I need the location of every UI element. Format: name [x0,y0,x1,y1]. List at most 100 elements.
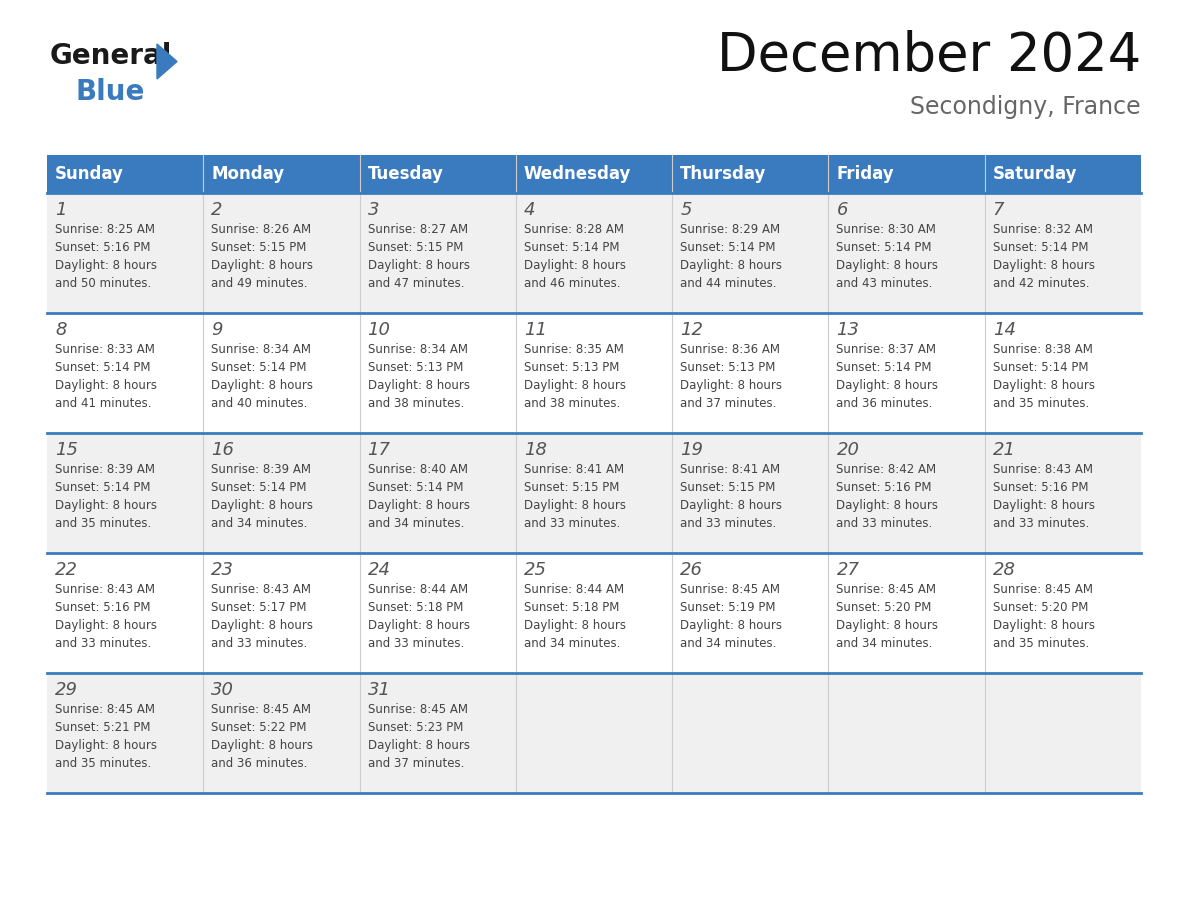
Text: 1: 1 [55,201,67,219]
Text: 25: 25 [524,561,546,579]
Text: 2: 2 [211,201,223,219]
Text: Sunset: 5:22 PM: Sunset: 5:22 PM [211,721,307,734]
Text: Sunrise: 8:28 AM: Sunrise: 8:28 AM [524,223,624,236]
Text: Daylight: 8 hours: Daylight: 8 hours [524,619,626,632]
Text: Daylight: 8 hours: Daylight: 8 hours [211,259,314,272]
Text: 10: 10 [367,321,391,339]
Text: Daylight: 8 hours: Daylight: 8 hours [681,379,782,392]
Text: Sunset: 5:23 PM: Sunset: 5:23 PM [367,721,463,734]
Text: 12: 12 [681,321,703,339]
Text: and 33 minutes.: and 33 minutes. [211,637,308,650]
Text: Sunrise: 8:29 AM: Sunrise: 8:29 AM [681,223,781,236]
Text: Sunrise: 8:45 AM: Sunrise: 8:45 AM [993,583,1093,596]
Text: Sunrise: 8:44 AM: Sunrise: 8:44 AM [524,583,624,596]
Text: Sunset: 5:14 PM: Sunset: 5:14 PM [55,481,151,494]
Text: 27: 27 [836,561,859,579]
Bar [828,155,985,193]
Text: 20: 20 [836,441,859,459]
Text: Daylight: 8 hours: Daylight: 8 hours [55,499,157,512]
Text: Tuesday: Tuesday [367,165,443,183]
Text: Sunrise: 8:39 AM: Sunrise: 8:39 AM [211,463,311,476]
Text: Sunset: 5:14 PM: Sunset: 5:14 PM [836,361,931,374]
Text: General: General [50,42,172,70]
Text: 3: 3 [367,201,379,219]
Text: Sunset: 5:14 PM: Sunset: 5:14 PM [993,241,1088,254]
Text: Secondigny, France: Secondigny, France [910,95,1140,119]
Text: 30: 30 [211,681,234,699]
Text: and 42 minutes.: and 42 minutes. [993,277,1089,290]
Text: Sunrise: 8:44 AM: Sunrise: 8:44 AM [367,583,468,596]
Text: Daylight: 8 hours: Daylight: 8 hours [836,499,939,512]
Text: and 35 minutes.: and 35 minutes. [55,757,151,770]
Text: Daylight: 8 hours: Daylight: 8 hours [836,619,939,632]
Text: Daylight: 8 hours: Daylight: 8 hours [55,739,157,752]
Text: Daylight: 8 hours: Daylight: 8 hours [836,259,939,272]
Text: Sunset: 5:15 PM: Sunset: 5:15 PM [681,481,776,494]
Bar [48,553,1140,673]
Text: and 34 minutes.: and 34 minutes. [524,637,620,650]
Bar [360,155,516,193]
Text: and 33 minutes.: and 33 minutes. [55,637,151,650]
Text: Sunset: 5:19 PM: Sunset: 5:19 PM [681,601,776,614]
Text: Sunrise: 8:43 AM: Sunrise: 8:43 AM [211,583,311,596]
Polygon shape [157,44,177,79]
Text: Sunset: 5:14 PM: Sunset: 5:14 PM [681,241,776,254]
Text: and 37 minutes.: and 37 minutes. [681,397,777,410]
Text: Sunset: 5:16 PM: Sunset: 5:16 PM [55,241,151,254]
Text: Sunrise: 8:41 AM: Sunrise: 8:41 AM [681,463,781,476]
Text: Daylight: 8 hours: Daylight: 8 hours [367,259,469,272]
Text: and 35 minutes.: and 35 minutes. [993,397,1089,410]
Text: Sunrise: 8:27 AM: Sunrise: 8:27 AM [367,223,468,236]
Text: Sunrise: 8:37 AM: Sunrise: 8:37 AM [836,343,936,356]
Text: and 50 minutes.: and 50 minutes. [55,277,151,290]
Text: Sunset: 5:21 PM: Sunset: 5:21 PM [55,721,151,734]
Text: 14: 14 [993,321,1016,339]
Text: Daylight: 8 hours: Daylight: 8 hours [55,259,157,272]
Text: Sunset: 5:15 PM: Sunset: 5:15 PM [367,241,463,254]
Text: and 46 minutes.: and 46 minutes. [524,277,620,290]
Text: Monday: Monday [211,165,284,183]
Text: and 33 minutes.: and 33 minutes. [993,517,1089,530]
Text: Blue: Blue [75,78,145,106]
Text: and 40 minutes.: and 40 minutes. [211,397,308,410]
Text: Daylight: 8 hours: Daylight: 8 hours [681,619,782,632]
Text: 5: 5 [681,201,691,219]
Text: Sunset: 5:13 PM: Sunset: 5:13 PM [367,361,463,374]
Text: Daylight: 8 hours: Daylight: 8 hours [993,259,1094,272]
Text: Sunrise: 8:30 AM: Sunrise: 8:30 AM [836,223,936,236]
Text: 13: 13 [836,321,859,339]
Bar [48,193,1140,313]
Text: and 34 minutes.: and 34 minutes. [681,637,777,650]
Text: Daylight: 8 hours: Daylight: 8 hours [993,499,1094,512]
Text: Sunset: 5:14 PM: Sunset: 5:14 PM [211,481,307,494]
Text: and 36 minutes.: and 36 minutes. [211,757,308,770]
Text: and 38 minutes.: and 38 minutes. [367,397,463,410]
Text: 22: 22 [55,561,78,579]
Text: and 34 minutes.: and 34 minutes. [836,637,933,650]
Text: Wednesday: Wednesday [524,165,631,183]
Text: Sunset: 5:16 PM: Sunset: 5:16 PM [993,481,1088,494]
Text: Daylight: 8 hours: Daylight: 8 hours [367,379,469,392]
Text: Sunset: 5:18 PM: Sunset: 5:18 PM [524,601,619,614]
Text: Sunrise: 8:43 AM: Sunrise: 8:43 AM [993,463,1093,476]
Text: Sunrise: 8:45 AM: Sunrise: 8:45 AM [836,583,936,596]
Text: Daylight: 8 hours: Daylight: 8 hours [55,379,157,392]
Text: Sunrise: 8:42 AM: Sunrise: 8:42 AM [836,463,936,476]
Text: December 2024: December 2024 [716,30,1140,82]
Text: 9: 9 [211,321,223,339]
Text: and 41 minutes.: and 41 minutes. [55,397,152,410]
Text: Sunrise: 8:32 AM: Sunrise: 8:32 AM [993,223,1093,236]
Text: and 43 minutes.: and 43 minutes. [836,277,933,290]
Text: and 37 minutes.: and 37 minutes. [367,757,465,770]
Text: 18: 18 [524,441,546,459]
Text: Sunrise: 8:39 AM: Sunrise: 8:39 AM [55,463,154,476]
Text: Saturday: Saturday [993,165,1078,183]
Text: Daylight: 8 hours: Daylight: 8 hours [681,259,782,272]
Text: and 33 minutes.: and 33 minutes. [524,517,620,530]
Text: 17: 17 [367,441,391,459]
Text: 8: 8 [55,321,67,339]
Text: 28: 28 [993,561,1016,579]
Text: 21: 21 [993,441,1016,459]
Text: Sunrise: 8:34 AM: Sunrise: 8:34 AM [211,343,311,356]
Text: Daylight: 8 hours: Daylight: 8 hours [211,379,314,392]
